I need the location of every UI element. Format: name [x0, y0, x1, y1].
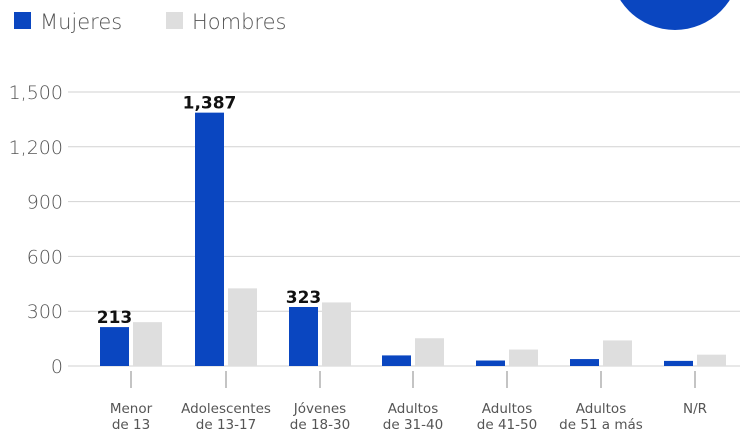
bar-hombres: [509, 349, 538, 366]
x-category-label: Jóvenes: [293, 401, 346, 417]
legend: Mujeres Hombres: [14, 10, 286, 34]
x-category-label: Adultos: [388, 401, 438, 417]
bar-mujeres: [195, 112, 224, 367]
corner-decoration: [620, 0, 730, 30]
x-category-label: de 18-30: [290, 417, 350, 433]
x-category-label: de 41-50: [477, 417, 537, 433]
bar-hombres: [697, 354, 726, 366]
bar-hombres: [415, 338, 444, 366]
x-category-label: Adultos: [576, 401, 626, 417]
bar-hombres: [228, 288, 257, 366]
data-label-mujeres: 1,387: [183, 94, 237, 114]
bar-mujeres: [664, 360, 693, 366]
data-label-mujeres: 323: [286, 288, 322, 308]
bar-mujeres: [570, 359, 599, 366]
y-tick-label: 300: [27, 301, 63, 323]
legend-swatch-hombres: [166, 12, 183, 29]
bar-mujeres: [382, 355, 411, 366]
bar-hombres: [322, 302, 351, 366]
y-tick-label: 1,200: [9, 137, 63, 159]
y-tick-label: 1,500: [9, 82, 63, 104]
y-tick-label: 600: [27, 246, 63, 268]
y-tick-label: 900: [27, 192, 63, 214]
x-category-label: de 51 a más: [559, 417, 643, 433]
x-category-label: de 31-40: [383, 417, 443, 433]
x-category-label: Menor: [110, 401, 153, 417]
x-category-label: Adolescentes: [181, 401, 271, 417]
legend-swatch-mujeres: [14, 12, 31, 29]
y-tick-label: 0: [51, 356, 63, 378]
legend-label-hombres: Hombres: [192, 10, 286, 34]
x-category-label: de 13-17: [196, 417, 256, 433]
bar-mujeres: [289, 306, 318, 366]
legend-label-mujeres: Mujeres: [40, 10, 122, 34]
bar-mujeres: [100, 327, 129, 366]
x-category-label: de 13: [112, 417, 150, 433]
bar-hombres: [603, 340, 632, 366]
bar-hombres: [133, 322, 162, 366]
x-category-label: Adultos: [482, 401, 532, 417]
bar-mujeres: [476, 360, 505, 366]
data-label-mujeres: 213: [97, 308, 133, 328]
x-category-label: N/R: [683, 401, 707, 417]
